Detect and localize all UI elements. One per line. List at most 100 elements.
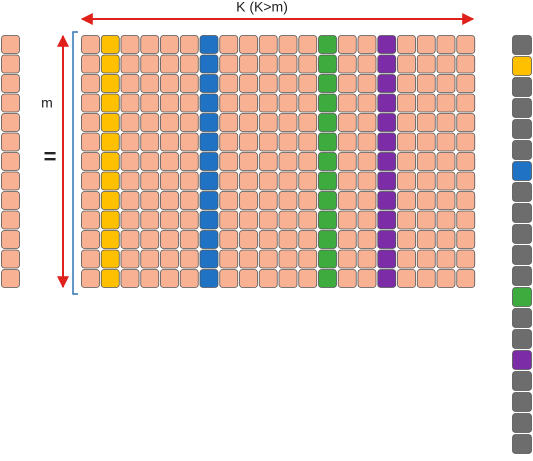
right-cell	[512, 77, 532, 97]
matrix-cell	[199, 269, 219, 288]
matrix-cell	[278, 93, 298, 113]
matrix-cell	[298, 191, 318, 210]
matrix-cell	[160, 74, 179, 93]
matrix-cell	[219, 132, 239, 152]
right-cell	[512, 35, 532, 55]
matrix-cell	[357, 93, 377, 113]
matrix-cell	[160, 269, 179, 288]
matrix-cell	[258, 93, 278, 113]
matrix-cell	[337, 74, 357, 93]
matrix-cell	[416, 74, 436, 93]
matrix-cell	[199, 152, 219, 171]
matrix-cell	[81, 230, 100, 249]
left-cell	[1, 269, 20, 288]
right-cell	[512, 413, 532, 433]
matrix-cell	[81, 269, 100, 288]
matrix-cell	[120, 93, 140, 113]
matrix-cell	[456, 113, 476, 132]
matrix-cell	[436, 54, 456, 74]
matrix-cell	[298, 269, 318, 288]
matrix-cell	[81, 171, 100, 191]
matrix-cell	[456, 269, 476, 288]
right-cell	[512, 161, 532, 181]
matrix-cell	[397, 35, 416, 54]
matrix-cell	[318, 191, 337, 210]
matrix-cell	[160, 210, 179, 230]
matrix-cell	[120, 113, 140, 132]
matrix-cell	[199, 230, 219, 249]
left-cell	[1, 132, 20, 152]
matrix-cell	[298, 74, 318, 93]
matrix-cell	[199, 93, 219, 113]
matrix-cell	[377, 249, 397, 269]
left-cell	[1, 230, 20, 249]
matrix-cell	[436, 230, 456, 249]
matrix-cell	[337, 93, 357, 113]
matrix-cell	[120, 269, 140, 288]
matrix-cell	[199, 35, 219, 54]
right-cell	[512, 140, 532, 160]
matrix-cell	[377, 210, 397, 230]
matrix-cell	[140, 249, 160, 269]
matrix-cell	[100, 74, 120, 93]
matrix-cell	[337, 191, 357, 210]
matrix-cell	[120, 230, 140, 249]
matrix-cell	[199, 113, 219, 132]
matrix-cell	[357, 74, 377, 93]
left-cell	[1, 54, 20, 74]
matrix-cell	[219, 210, 239, 230]
matrix-cell	[337, 113, 357, 132]
matrix-cell	[81, 113, 100, 132]
matrix-cell	[377, 152, 397, 171]
matrix-cell	[239, 171, 258, 191]
right-cell	[512, 245, 532, 265]
left-cell	[1, 93, 20, 113]
matrix-cell	[179, 171, 199, 191]
matrix-cell	[100, 230, 120, 249]
matrix-cell	[416, 54, 436, 74]
right-cell	[512, 182, 532, 202]
matrix-cell	[456, 210, 476, 230]
matrix-cell	[219, 152, 239, 171]
matrix-cell	[100, 132, 120, 152]
matrix-cell	[416, 93, 436, 113]
matrix-cell	[199, 171, 219, 191]
matrix-cell	[239, 152, 258, 171]
matrix-cell	[219, 74, 239, 93]
matrix-cell	[397, 269, 416, 288]
matrix-cell	[278, 35, 298, 54]
matrix-cell	[298, 132, 318, 152]
matrix-cell	[456, 191, 476, 210]
matrix-cell	[357, 210, 377, 230]
matrix-cell	[258, 269, 278, 288]
matrix-cell	[278, 113, 298, 132]
matrix-cell	[81, 54, 100, 74]
matrix-cell	[160, 230, 179, 249]
matrix-cell	[239, 35, 258, 54]
matrix-cell	[278, 171, 298, 191]
right-cell	[512, 308, 532, 328]
matrix-cell	[219, 269, 239, 288]
matrix-cell	[377, 171, 397, 191]
matrix-cell	[298, 93, 318, 113]
matrix-cell	[140, 74, 160, 93]
matrix-cell	[100, 249, 120, 269]
matrix-cell	[278, 249, 298, 269]
matrix-cell	[357, 269, 377, 288]
matrix-cell	[436, 171, 456, 191]
matrix-cell	[179, 113, 199, 132]
k-label: K (K>m)	[236, 0, 288, 15]
matrix-cell	[456, 152, 476, 171]
matrix-cell	[239, 230, 258, 249]
matrix-cell	[456, 230, 476, 249]
matrix-cell	[219, 171, 239, 191]
matrix-cell	[318, 269, 337, 288]
matrix-cell	[278, 54, 298, 74]
matrix-cell	[456, 132, 476, 152]
matrix-cell	[81, 132, 100, 152]
equals-sign: =	[44, 144, 57, 169]
matrix-cell	[298, 171, 318, 191]
matrix-cell	[397, 191, 416, 210]
matrix-cell	[397, 171, 416, 191]
